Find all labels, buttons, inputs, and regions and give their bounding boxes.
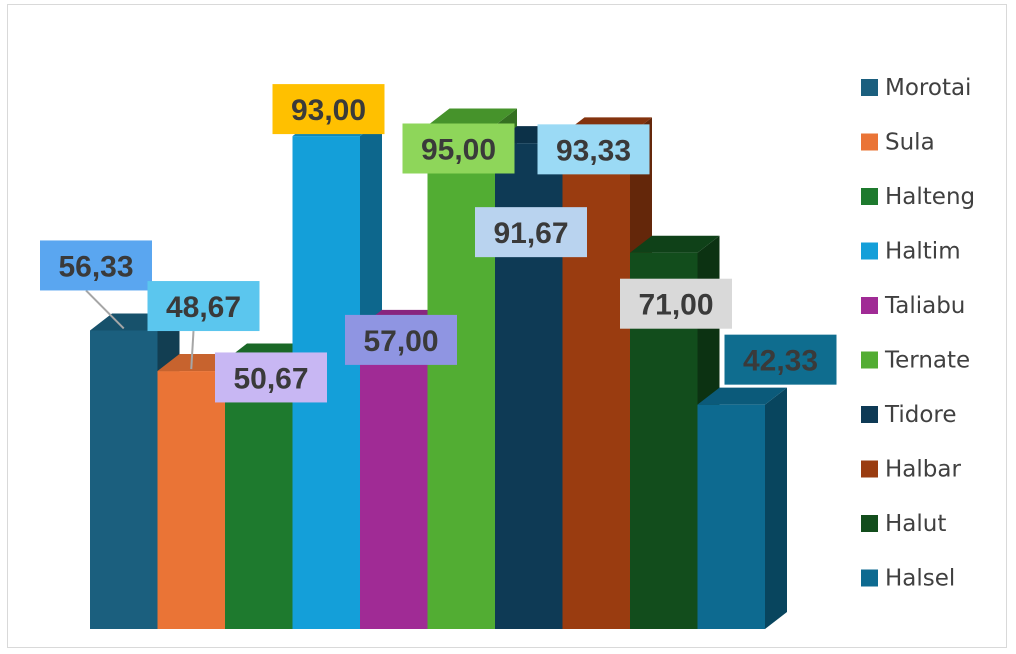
data-label-box-halut bbox=[620, 278, 732, 329]
legend-label-haltim: Haltim bbox=[885, 239, 961, 265]
data-label-box-halsel bbox=[724, 334, 837, 385]
legend-label-halbar: Halbar bbox=[885, 457, 961, 483]
legend-swatch-halut bbox=[861, 515, 878, 532]
bar-sula bbox=[157, 371, 225, 629]
data-label-halsel: 42,33 bbox=[743, 345, 818, 378]
legend-swatch-halsel bbox=[861, 569, 878, 587]
data-label-morotai: 56,33 bbox=[58, 250, 133, 283]
legend-label-halsel: Halsel bbox=[885, 566, 955, 592]
legend-swatch-tidore bbox=[861, 406, 878, 423]
legend-label-ternate: Ternate bbox=[884, 348, 970, 374]
legend-swatch-haltim bbox=[861, 242, 878, 260]
bar-top-halsel bbox=[697, 387, 787, 405]
data-label-halut: 71,00 bbox=[638, 289, 713, 322]
data-label-haltim: 93,00 bbox=[291, 94, 366, 127]
legend-swatch-sula bbox=[861, 133, 878, 151]
data-label-taliabu: 57,00 bbox=[363, 325, 438, 358]
legend-label-halteng: Halteng bbox=[885, 184, 975, 210]
legend-label-tidore: Tidore bbox=[884, 402, 957, 428]
legend-swatch-ternate bbox=[861, 351, 878, 369]
data-label-ternate: 95,00 bbox=[421, 134, 496, 167]
data-label-tidore: 91,67 bbox=[493, 217, 568, 250]
leader-line-sula bbox=[190, 330, 195, 370]
legend-swatch-halteng bbox=[861, 188, 878, 205]
data-label-box-tidore bbox=[475, 207, 587, 258]
data-label-halteng: 50,67 bbox=[233, 362, 308, 395]
legend-swatch-morotai bbox=[861, 79, 878, 96]
data-label-box-morotai bbox=[40, 240, 152, 291]
data-labels-group: 56,33 48,67 50,67 93,00 57,00 95,00 91,67 93,33… bbox=[40, 84, 837, 403]
chart-frame: 56,33 48,67 50,67 93,00 57,00 95,00 91,67 93,33… bbox=[7, 4, 1007, 648]
data-label-box-halbar bbox=[537, 124, 650, 175]
legend-swatch-taliabu bbox=[861, 297, 878, 314]
data-label-box-ternate bbox=[402, 123, 515, 174]
legend-swatch-halbar bbox=[861, 460, 878, 478]
data-label-box-halteng bbox=[215, 352, 327, 403]
data-label-box-sula bbox=[147, 281, 260, 332]
legend: Morotai Sula Halteng Haltim Taliabu Ternate Ti… bbox=[861, 75, 975, 592]
bar-halsel bbox=[697, 404, 765, 629]
bar-top-halut bbox=[630, 235, 720, 253]
data-label-sula: 48,67 bbox=[166, 291, 241, 324]
data-label-box-taliabu bbox=[345, 314, 457, 365]
bar-top-ternate bbox=[427, 108, 517, 126]
bar-halteng bbox=[225, 360, 293, 629]
bar-chart: 56,33 48,67 50,67 93,00 57,00 95,00 91,67 93,33… bbox=[40, 75, 975, 630]
legend-label-taliabu: Taliabu bbox=[884, 293, 965, 319]
bars-group bbox=[90, 108, 787, 630]
legend-label-halut: Halut bbox=[885, 511, 946, 537]
data-label-box-haltim bbox=[272, 84, 385, 135]
bar-ternate bbox=[427, 125, 495, 629]
bar-side-halsel bbox=[765, 387, 787, 629]
bar-taliabu bbox=[360, 326, 428, 629]
data-label-halbar: 93,33 bbox=[556, 134, 631, 167]
leader-line-morotai bbox=[85, 289, 125, 330]
legend-label-morotai: Morotai bbox=[885, 75, 971, 101]
legend-label-sula: Sula bbox=[885, 130, 935, 156]
bar-morotai bbox=[90, 330, 158, 629]
